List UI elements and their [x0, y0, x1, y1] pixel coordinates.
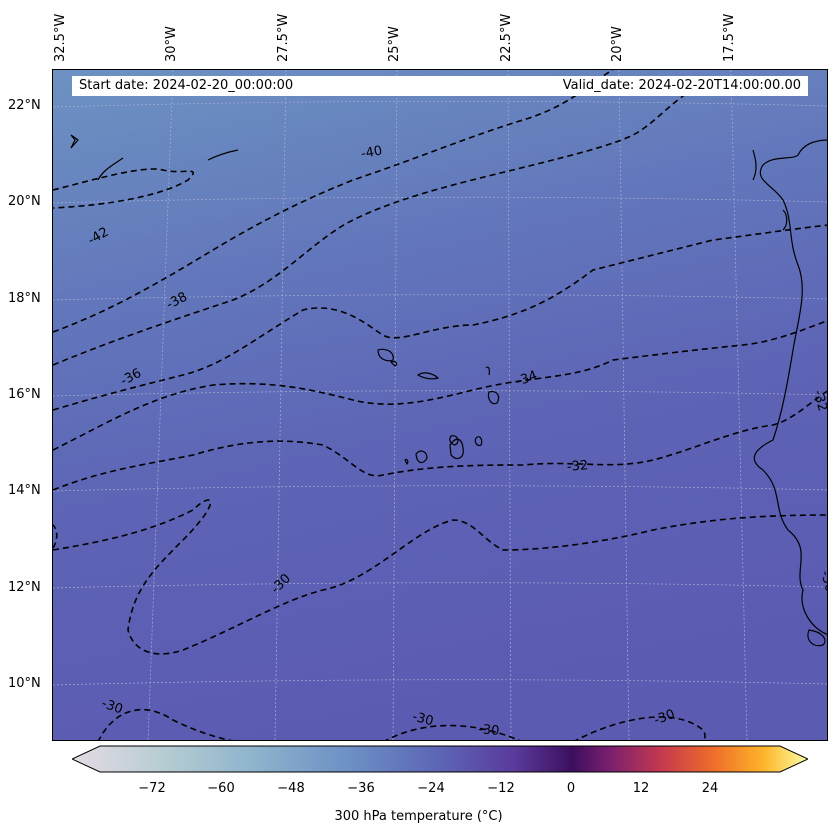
contour-label-neg34: -34: [514, 368, 539, 389]
lat-label-10N: 10°N: [8, 676, 41, 691]
colorbar: [72, 745, 808, 773]
contour-label-neg40: -40: [360, 144, 384, 162]
lat-label-18N: 18°N: [8, 291, 41, 306]
lon-label-22.5W: 22.5°W: [499, 13, 514, 62]
date-info-bar: Start date: 2024-02-20_00:00:00 Valid_da…: [72, 76, 808, 96]
colorbar-tick: 0: [566, 781, 576, 796]
lat-label-14N: 14°N: [8, 483, 41, 498]
lon-label-32.5W: 32.5°W: [53, 13, 68, 62]
colorbar-body: [72, 745, 808, 773]
colorbar-tick: −72: [138, 781, 166, 796]
lon-label-17.5W: 17.5°W: [722, 13, 737, 62]
colorbar-tick: −36: [347, 781, 375, 796]
contour-label-neg30-s2: -30: [478, 722, 500, 739]
contour-label-neg32-east: -32: [810, 389, 828, 413]
lat-label-22N: 22°N: [8, 98, 41, 113]
start-date: Start date: 2024-02-20_00:00:00: [79, 78, 294, 93]
lon-label-20W: 20°W: [610, 26, 625, 62]
lon-label-27.5W: 27.5°W: [276, 13, 291, 62]
lon-label-25W: 25°W: [387, 26, 402, 62]
colorbar-tick: 12: [632, 781, 650, 796]
map-canvas: -40 -42 -38 -36 -34 -32 -32 -30 -30 -30 …: [53, 70, 828, 740]
map-panel[interactable]: -40 -42 -38 -36 -34 -32 -32 -30 -30 -30 …: [52, 69, 828, 741]
lat-label-12N: 12°N: [8, 580, 41, 595]
colorbar-tick: −60: [207, 781, 235, 796]
contour-label-neg30-s1: -30: [411, 709, 435, 729]
lat-label-20N: 20°N: [8, 194, 41, 209]
colorbar-tick: −48: [277, 781, 305, 796]
valid-date: Valid_date: 2024-02-20T14:00:00.00: [562, 78, 801, 93]
temperature-field: [53, 70, 827, 740]
lat-label-16N: 16°N: [8, 387, 41, 402]
contour-label-neg30-east: -30: [817, 569, 828, 593]
lon-label-30W: 30°W: [164, 26, 179, 62]
colorbar-tick: −24: [417, 781, 445, 796]
graticule: [53, 70, 827, 740]
colorbar-label: 300 hPa temperature (°C): [334, 809, 503, 824]
contour-label-neg30-se: -30: [652, 707, 677, 728]
colorbar-tick: 24: [701, 781, 719, 796]
coastline: [70, 134, 827, 647]
temperature-contours: [53, 70, 827, 740]
contour-label-neg30-sw: -30: [100, 696, 125, 717]
contour-label-neg32-center: -32: [566, 458, 588, 475]
colorbar-tick: −12: [487, 781, 515, 796]
